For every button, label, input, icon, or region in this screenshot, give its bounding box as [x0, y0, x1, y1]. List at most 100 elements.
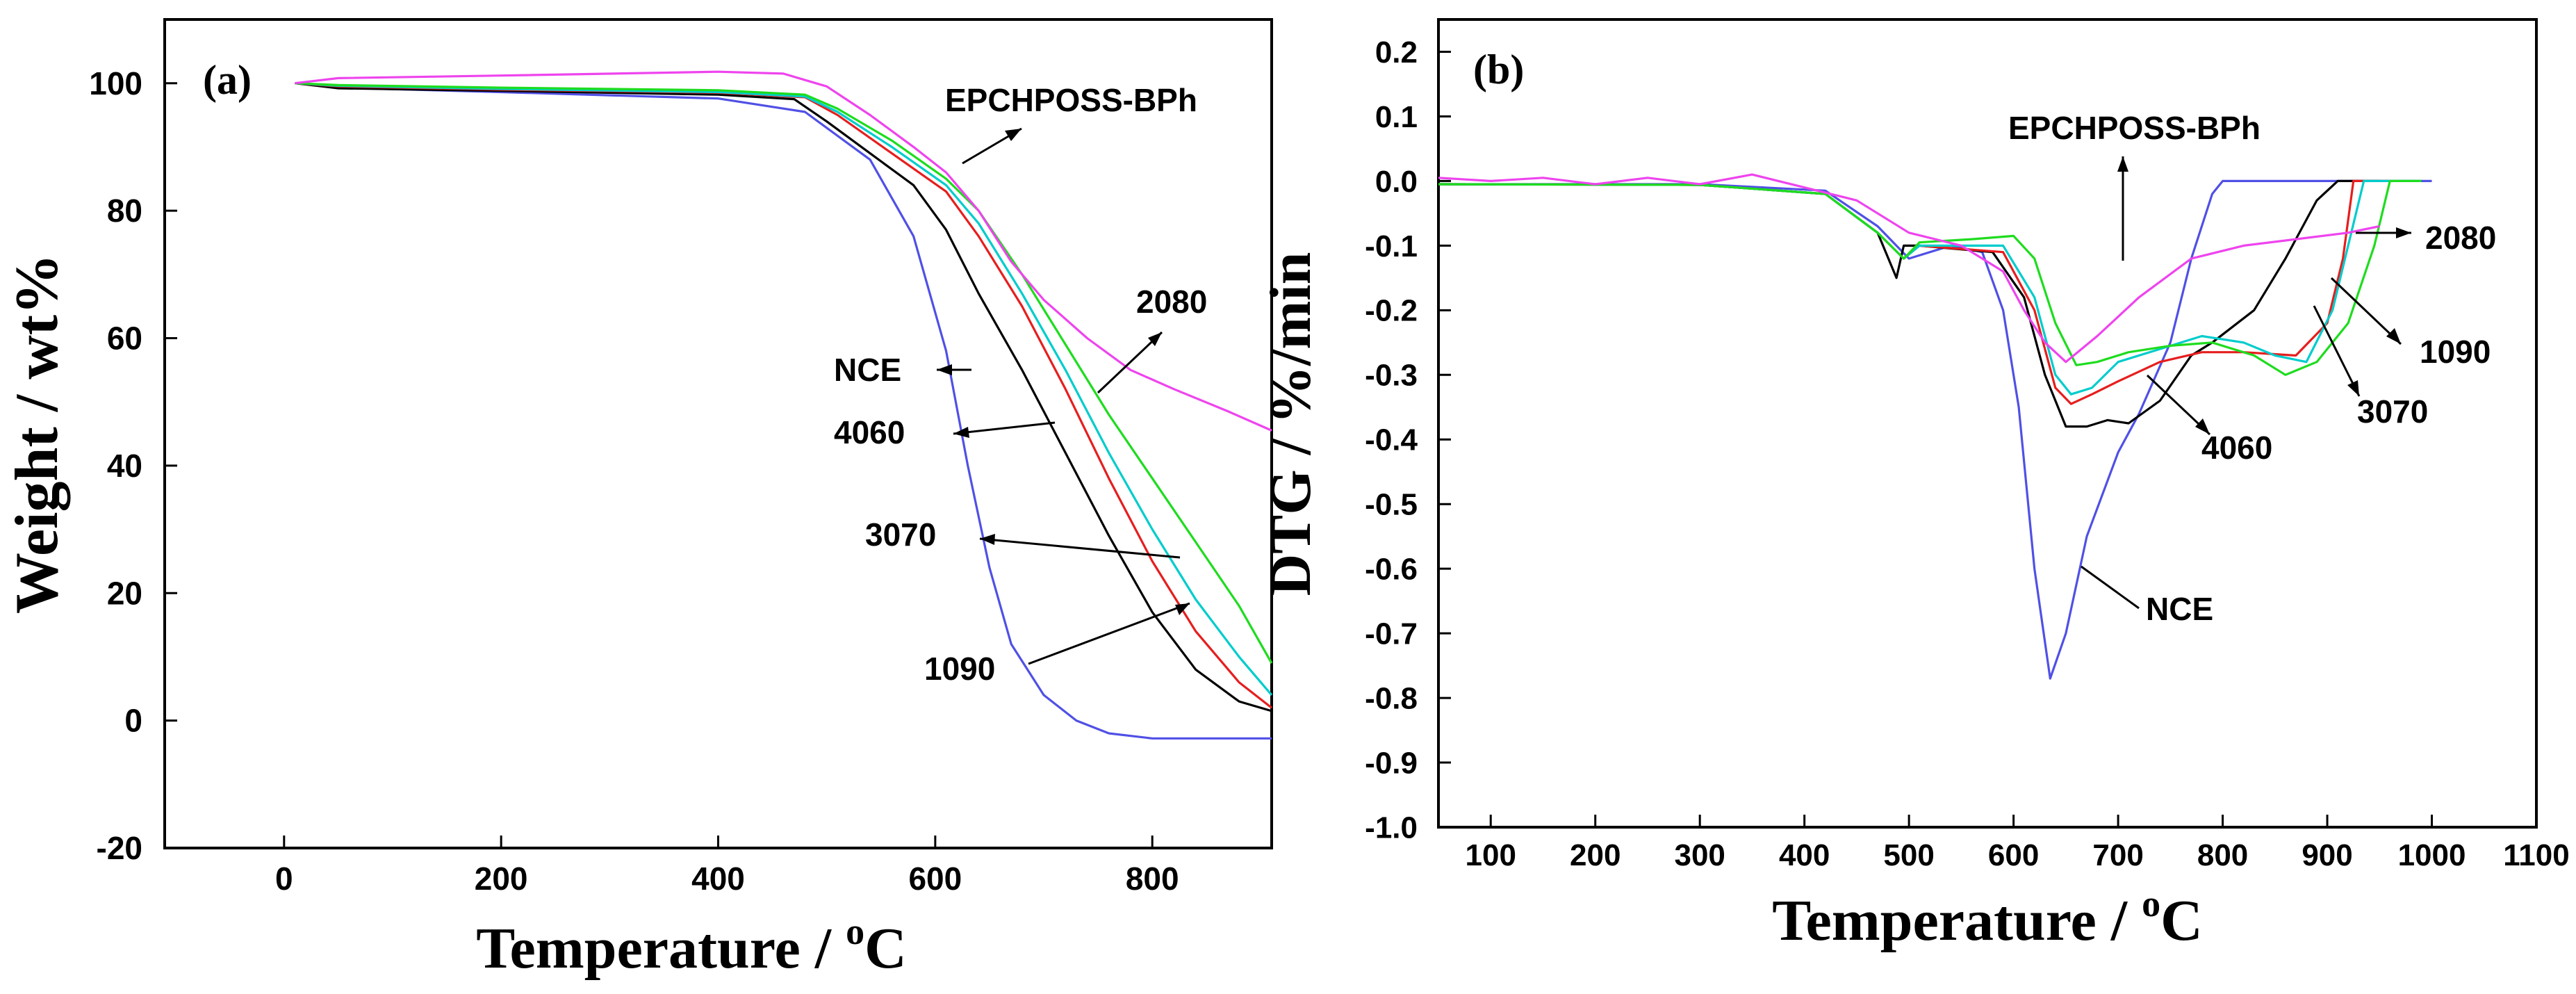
arrowhead-icon [980, 534, 995, 545]
y-tick-label: -1.0 [1365, 810, 1418, 845]
annotation-3070: 3070 [2357, 393, 2428, 430]
panel-a-series [295, 70, 1273, 740]
panel-b-x-axis-title-main: Temperature / [1772, 888, 2142, 953]
arrowhead-icon [2195, 418, 2210, 434]
annotation-epchposs-bph: EPCHPOSS-BPh [2008, 110, 2261, 146]
panel-a-x-axis-title: Temperature / oC [476, 911, 907, 981]
panel-a-plot-frame [163, 18, 1273, 849]
x-tick-label: 700 [2092, 838, 2143, 872]
panel-b-y-axis-title: DTG / %/min [1258, 252, 1323, 596]
x-tick-label: 600 [1988, 838, 2039, 872]
panel-a-label: (a) [203, 57, 252, 103]
annotation-arrow [953, 421, 1056, 435]
x-tick-label: 400 [691, 861, 745, 897]
y-tick-label: -20 [97, 830, 142, 866]
y-tick-label: -0.3 [1365, 359, 1418, 393]
panel-b-x-axis-title-sup: o [2142, 883, 2160, 924]
y-tick-label: -0.1 [1365, 229, 1418, 263]
x-tick-label: 800 [2197, 838, 2248, 872]
x-tick-label: 300 [1674, 838, 1725, 872]
series-line-4060 [295, 82, 1272, 712]
arrowhead-icon [2117, 156, 2128, 172]
annotation-arrow [2081, 565, 2140, 610]
y-tick-label: 100 [89, 65, 142, 101]
x-tick-label: 400 [1779, 838, 1830, 872]
series-line-nce [295, 82, 1272, 740]
panel-a-x-axis-title-sup: o [846, 911, 864, 952]
x-tick-label: 600 [908, 861, 962, 897]
annotation-arrow [2313, 305, 2361, 397]
annotation-2080: 2080 [1136, 284, 1207, 320]
series-line-2080 [295, 82, 1273, 664]
panel-a-x-axis-title-unit: C [864, 916, 907, 981]
annotation-arrow [979, 537, 1181, 559]
arrowhead-icon [953, 427, 969, 438]
series-line-4060 [1438, 179, 2380, 428]
panel-b-series [1438, 173, 2432, 680]
annotation-nce: NCE [834, 352, 901, 388]
x-tick-label: 800 [1126, 861, 1179, 897]
annotation-arrow [2330, 277, 2402, 345]
arrowhead-icon [2347, 380, 2359, 396]
x-tick-label: 500 [1883, 838, 1934, 872]
panel-b-plot-frame [1437, 18, 2538, 829]
panel-b-x-axis-title: Temperature / oC [1772, 883, 2203, 953]
series-line-1090 [1438, 179, 2422, 396]
panel-b-ticks: 100 200 300 400 500 600 700 800 900 1000 1100 -1.0 -… [1365, 35, 2570, 872]
x-tick-label: 1000 [2398, 838, 2466, 872]
y-tick-label: -0.7 [1365, 617, 1418, 651]
y-tick-label: -0.6 [1365, 553, 1418, 587]
series-line-3070 [1438, 179, 2390, 405]
y-tick-label: -0.4 [1365, 423, 1418, 457]
y-tick-label: 0.0 [1375, 165, 1418, 199]
arrowhead-icon [2396, 227, 2411, 238]
panel-b-label: (b) [1473, 47, 1524, 92]
x-tick-label: 900 [2302, 838, 2352, 872]
panel-b-annotations: EPCHPOSS-BPh 2080 1090 3070 4060 NCE [2008, 110, 2496, 627]
series-line-3070 [295, 82, 1272, 709]
arrowhead-icon [2386, 328, 2401, 344]
y-tick-label: 20 [107, 575, 142, 611]
panel-a-x-axis-title-main: Temperature / [476, 916, 846, 981]
annotation-2080: 2080 [2425, 220, 2496, 256]
arrowhead-icon [1005, 129, 1022, 141]
x-tick-label: 200 [1570, 838, 1621, 872]
annotation-4060: 4060 [834, 414, 905, 450]
panel-b-x-axis-title-unit: C [2160, 888, 2203, 953]
y-tick-label: 80 [107, 193, 142, 229]
y-tick-label: -0.8 [1365, 681, 1418, 715]
annotation-arrow [1097, 331, 1163, 394]
y-tick-label: 0.1 [1375, 100, 1418, 134]
annotation-1090: 1090 [924, 651, 995, 687]
y-tick-label: 60 [107, 320, 142, 357]
x-tick-label: 1100 [2503, 838, 2569, 872]
arrowhead-icon [1148, 332, 1162, 346]
arrowhead-icon [937, 364, 952, 375]
annotation-4060: 4060 [2201, 430, 2272, 466]
annotation-arrow [1028, 602, 1190, 665]
series-line-epchposs-bph [1438, 173, 2380, 364]
panel-a-y-axis-title: Weight / wt% [3, 254, 71, 614]
y-tick-label: 40 [107, 448, 142, 484]
arrowhead-icon [1175, 603, 1190, 615]
y-tick-label: -0.5 [1365, 488, 1418, 522]
y-tick-label: -0.9 [1365, 746, 1418, 780]
annotation-epchposs-bph: EPCHPOSS-BPh [945, 82, 1197, 118]
annotation-nce: NCE [2146, 591, 2213, 627]
series-line-nce [1438, 179, 2432, 680]
panel-a-annotations: EPCHPOSS-BPh 2080 NCE 4060 3070 1090 [834, 82, 1207, 687]
x-tick-label: 100 [1466, 838, 1516, 872]
series-line-epchposs-bph [295, 70, 1272, 432]
panel-b-dtg-chart: 100 200 300 400 500 600 700 800 900 1000 1100 -1.0 -… [1258, 18, 2570, 953]
y-tick-label: -0.2 [1365, 294, 1418, 328]
y-tick-label: 0.2 [1375, 35, 1418, 70]
annotation-3070: 3070 [865, 516, 936, 553]
annotation-1090: 1090 [2420, 334, 2491, 370]
x-tick-label: 200 [475, 861, 528, 897]
x-tick-label: 0 [275, 861, 293, 897]
series-line-1090 [295, 82, 1273, 696]
y-tick-label: 0 [124, 703, 142, 739]
